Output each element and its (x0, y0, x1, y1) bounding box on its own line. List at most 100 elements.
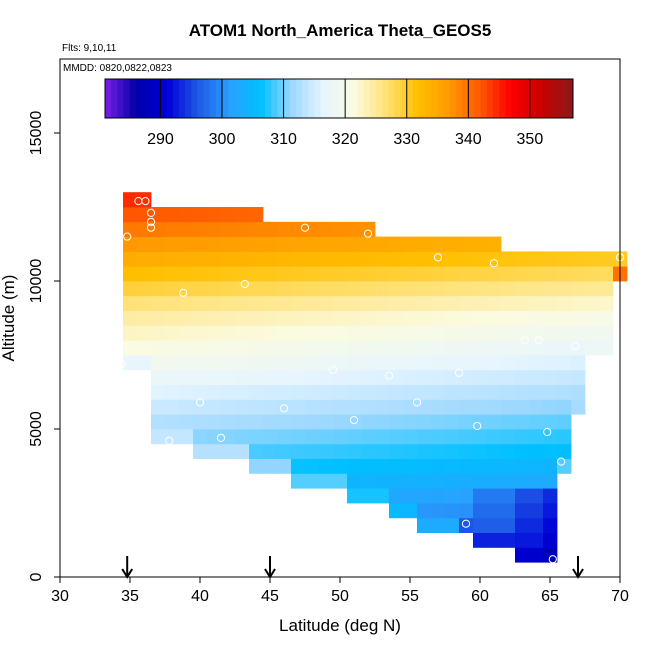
heatmap-cell (235, 310, 250, 326)
heatmap-cell (431, 458, 446, 474)
heatmap-cell (179, 369, 194, 385)
heatmap-cell (571, 266, 586, 282)
heatmap-cell (487, 399, 502, 415)
heatmap-cell (473, 488, 488, 504)
heatmap-cell (375, 340, 390, 356)
heatmap-cell (347, 355, 362, 371)
heatmap-cell (165, 429, 180, 445)
heatmap-cell (417, 458, 432, 474)
heatmap-cell (557, 281, 572, 297)
heatmap-cell (249, 295, 264, 311)
heatmap-cell (263, 458, 278, 474)
heatmap-cell (221, 443, 236, 459)
heatmap-cell (515, 369, 530, 385)
heatmap-cell (501, 503, 516, 519)
heatmap-cell (487, 236, 502, 252)
heatmap-cell (501, 414, 516, 430)
heatmap-cell (221, 310, 236, 326)
colorbar-swatch (394, 79, 402, 118)
heatmap-cell (193, 340, 208, 356)
heatmap-cell (319, 266, 334, 282)
heatmap-cell (165, 221, 180, 237)
heatmap-cell (207, 414, 222, 430)
heatmap-cell (585, 340, 600, 356)
heatmap-cell (459, 399, 474, 415)
heatmap-cell (445, 503, 460, 519)
heatmap-cell (529, 443, 544, 459)
dates-note: MMDD: 0820,0822,0823 (63, 63, 172, 74)
colorbar-swatch (148, 79, 155, 118)
heatmap-cell (193, 236, 208, 252)
heatmap-cell (445, 488, 460, 504)
heatmap-cell (235, 340, 250, 356)
heatmap-cell (543, 340, 558, 356)
heatmap-cell (543, 429, 558, 445)
heatmap-cell (599, 251, 614, 267)
heatmap-cell (137, 281, 152, 297)
heatmap-cell (179, 399, 194, 415)
heatmap-cell (501, 399, 516, 415)
heatmap-cell (459, 266, 474, 282)
heatmap-cell (193, 266, 208, 282)
heatmap-cell (445, 295, 460, 311)
heatmap-cell (235, 221, 250, 237)
observation-point (179, 288, 188, 297)
heatmap-cell (207, 384, 222, 400)
heatmap-cell (445, 355, 460, 371)
heatmap-cell (151, 281, 166, 297)
observation-point (146, 208, 156, 217)
heatmap-cell (165, 414, 180, 430)
heatmap-cell (431, 517, 446, 533)
colorbar-swatch (228, 79, 235, 118)
heatmap-cell (333, 295, 348, 311)
heatmap-cell (403, 236, 418, 252)
heatmap-cell (305, 473, 320, 489)
heatmap-cell (543, 355, 558, 371)
heatmap-cell (529, 503, 544, 519)
colorbar-swatch (437, 79, 445, 118)
heatmap-cell (557, 384, 572, 400)
heatmap-cell (221, 369, 236, 385)
heatmap-cell (207, 236, 222, 252)
heatmap-cell (305, 310, 320, 326)
heatmap-cell (291, 473, 306, 489)
colorbar-swatch (449, 79, 457, 118)
heatmap-cell (137, 251, 152, 267)
heatmap-cell (417, 503, 432, 519)
heatmap-cell (473, 295, 488, 311)
heatmap-cell (529, 310, 544, 326)
heatmap-cell (375, 399, 390, 415)
heatmap-cell (249, 414, 264, 430)
heatmap-cell (515, 251, 530, 267)
heatmap-cell (305, 443, 320, 459)
heatmap-cell (221, 325, 236, 341)
heatmap-cell (459, 384, 474, 400)
heatmap-cell (165, 266, 180, 282)
heatmap-cell (445, 384, 460, 400)
heatmap-cell (333, 473, 348, 489)
heatmap-cell (445, 473, 460, 489)
heatmap-cell (263, 384, 278, 400)
heatmap-cell (319, 399, 334, 415)
heatmap-cell (277, 443, 292, 459)
heatmap-cell (151, 429, 166, 445)
heatmap-cell (249, 266, 264, 282)
heatmap-cell (347, 443, 362, 459)
heatmap-cell (557, 325, 572, 341)
heatmap-cell (585, 325, 600, 341)
heatmap-cell (403, 325, 418, 341)
heatmap-cell (459, 414, 474, 430)
heatmap-cell (599, 295, 614, 311)
colorbar-swatch (566, 79, 574, 118)
heatmap-cell (221, 281, 236, 297)
colorbar-swatch (523, 79, 531, 118)
heatmap-cell (361, 399, 376, 415)
colorbar-swatch (295, 79, 303, 118)
heatmap-cell (193, 369, 208, 385)
heatmap-cell (543, 325, 558, 341)
heatmap-cell (291, 251, 306, 267)
heatmap-cell (151, 310, 166, 326)
heatmap-cell (431, 414, 446, 430)
heatmap-cell (361, 443, 376, 459)
y-tick-label: 15000 (28, 111, 45, 156)
